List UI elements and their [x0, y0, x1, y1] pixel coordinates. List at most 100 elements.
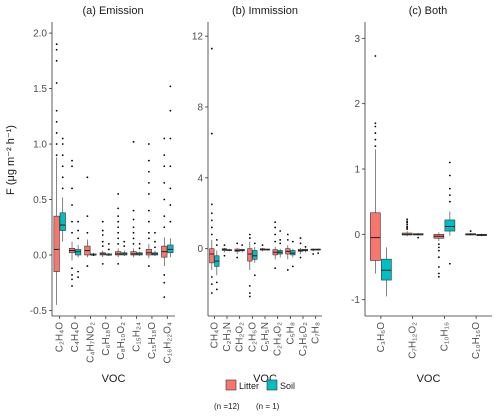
- litter-outlier-point: [147, 237, 150, 240]
- litter-outlier-point: [437, 256, 440, 259]
- soil-outlier-point: [279, 242, 282, 245]
- soil-outlier-point: [253, 242, 256, 245]
- soil-box-3: [90, 252, 97, 257]
- litter-outlier-point: [132, 231, 135, 234]
- litter-outlier-point: [274, 267, 277, 270]
- litter-box-3: [84, 176, 91, 267]
- litter-outlier-point: [286, 269, 289, 271]
- soil-outlier-point: [154, 231, 156, 234]
- x-tick-label: C₇H₈: [311, 322, 322, 344]
- soil-box-3: [444, 161, 456, 265]
- litter-box-3: [234, 242, 240, 259]
- litter-outlier-point: [71, 278, 73, 281]
- soil-outlier-point: [253, 274, 256, 277]
- soil-box-4: [476, 233, 487, 237]
- soil-outlier-point: [241, 244, 244, 247]
- litter-outlier-point: [406, 225, 409, 228]
- litter-outlier-point: [117, 226, 120, 229]
- soil-box-2: [226, 248, 233, 252]
- soil-outlier-point: [448, 174, 451, 177]
- litter-outlier-point: [71, 187, 73, 190]
- litter-outlier-point: [117, 215, 120, 218]
- soil-outlier-point: [169, 204, 172, 206]
- soil-box-4: [105, 242, 112, 257]
- soil-outlier-point: [77, 276, 80, 279]
- panel-1: (a) Emission -0.5 0.0 0.5 1.0 1.5 2.0 C₂H₄O C₄H₄…: [30, 5, 175, 385]
- litter-outlier-point: [248, 233, 251, 236]
- legend-swatch-soil: [266, 379, 278, 391]
- soil-outlier-point: [61, 165, 64, 168]
- y-axis-title: F (μg m⁻² h⁻¹): [5, 125, 17, 195]
- litter-outlier-point: [55, 43, 58, 46]
- litter-outlier-point: [299, 242, 302, 245]
- panel-3: (c) Both -1 0 1 2 3 C₃H₆O C₇H₁₂O₂ C₁₀H₁₆ C₁₀H₁₆O V…: [351, 5, 492, 385]
- litter-outlier-point: [101, 220, 104, 223]
- y-tick-label: 8: [197, 103, 203, 114]
- y-tick-label: 0.5: [33, 195, 47, 206]
- soil-outlier-point: [417, 236, 420, 239]
- litter-outlier-point: [132, 237, 135, 240]
- litter-outlier-point: [163, 154, 166, 157]
- soil-box-6: [136, 242, 143, 257]
- litter-outlier-point: [101, 262, 104, 265]
- litter-box-8: [297, 237, 304, 259]
- litter-outlier-point: [248, 284, 251, 287]
- y-tick-label: 0: [197, 244, 203, 255]
- litter-outlier-point: [117, 193, 120, 195]
- litter-outlier-point: [406, 221, 409, 224]
- soil-outlier-point: [279, 238, 282, 241]
- soil-outlier-point: [123, 240, 126, 243]
- litter-box-4: [465, 230, 476, 236]
- soil-outlier-point: [154, 240, 156, 243]
- litter-outlier-point: [55, 132, 58, 134]
- litter-outlier-point: [163, 215, 166, 218]
- litter-outlier-point: [55, 109, 58, 112]
- y-tick-label: 3: [354, 34, 360, 45]
- x-tick-label: C₁₅H₂₄: [132, 322, 143, 352]
- litter-box-5: [259, 244, 266, 252]
- litter-outlier-point: [117, 231, 120, 234]
- x-tick-label: C₂H₃N: [222, 322, 233, 352]
- litter-box-body: [53, 215, 60, 272]
- soil-outlier-point: [169, 220, 172, 223]
- y-tick-label: 12: [192, 32, 204, 43]
- soil-outlier-point: [61, 176, 64, 179]
- litter-outlier-point: [71, 274, 73, 276]
- soil-outlier-point: [215, 281, 218, 284]
- x-tick-label: C₂H₆O: [247, 322, 258, 352]
- litter-outlier-point: [86, 215, 89, 218]
- soil-box-1: [59, 137, 66, 242]
- litter-outlier-point: [147, 193, 150, 195]
- litter-outlier-point: [71, 159, 73, 162]
- soil-outlier-point: [448, 161, 451, 164]
- litter-box-1: [53, 43, 60, 305]
- panel-title: (a) Emission: [82, 5, 143, 17]
- litter-outlier-point: [147, 231, 150, 234]
- soil-outlier-point: [279, 230, 282, 232]
- soil-outlier-point: [61, 137, 64, 140]
- litter-outlier-point: [147, 209, 150, 212]
- legend-n-soil: (n = 1): [256, 402, 280, 411]
- x-axis-title: VOC: [417, 373, 441, 385]
- legend: Litter Soil (n =12) (n = 1): [214, 379, 295, 411]
- soil-box-body: [252, 250, 258, 260]
- litter-box-2: [221, 244, 228, 257]
- litter-outlier-point: [210, 219, 213, 222]
- litter-outlier-point: [101, 229, 104, 232]
- legend-label-litter: Litter: [239, 381, 259, 391]
- litter-outlier-point: [147, 170, 150, 173]
- litter-outlier-point: [163, 296, 166, 299]
- soil-box-2: [75, 220, 82, 279]
- litter-outlier-point: [210, 203, 213, 206]
- litter-outlier-point: [236, 242, 239, 245]
- soil-box-4: [252, 242, 258, 277]
- soil-box-body: [444, 219, 456, 232]
- x-tick-label: CH₂O₂: [235, 322, 246, 352]
- x-tick-label: C₁₅H₁₈O: [147, 322, 158, 359]
- x-tick-label: C₁₀H₁₆: [439, 322, 450, 351]
- litter-outlier-point: [86, 231, 89, 234]
- soil-box-7: [290, 240, 296, 268]
- litter-outlier-point: [86, 176, 89, 179]
- soil-box-6: [277, 230, 283, 258]
